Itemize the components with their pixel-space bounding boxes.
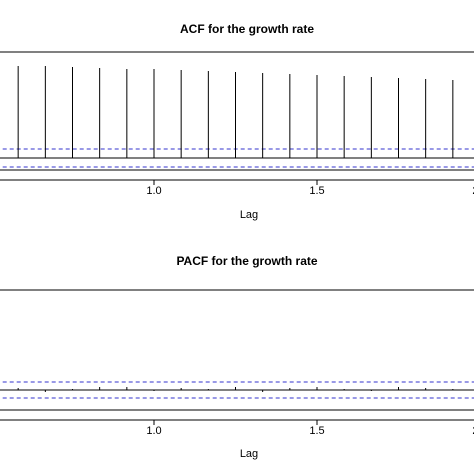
chart-title: ACF for the growth rate xyxy=(180,22,314,36)
x-tick-label: 1.5 xyxy=(309,185,324,197)
chart-title: PACF for the growth rate xyxy=(176,254,317,268)
x-tick-label: 1.5 xyxy=(309,425,324,437)
plot-frame xyxy=(0,51,474,171)
x-tick-label: 2.0 xyxy=(472,425,474,437)
x-tick-label: 1.0 xyxy=(146,185,161,197)
x-tick-label: 2.0 xyxy=(472,185,474,197)
x-axis-label: Lag xyxy=(240,209,258,221)
x-axis-label: Lag xyxy=(240,448,258,460)
plot-frame xyxy=(0,289,474,411)
x-tick-label: 1.0 xyxy=(146,425,161,437)
